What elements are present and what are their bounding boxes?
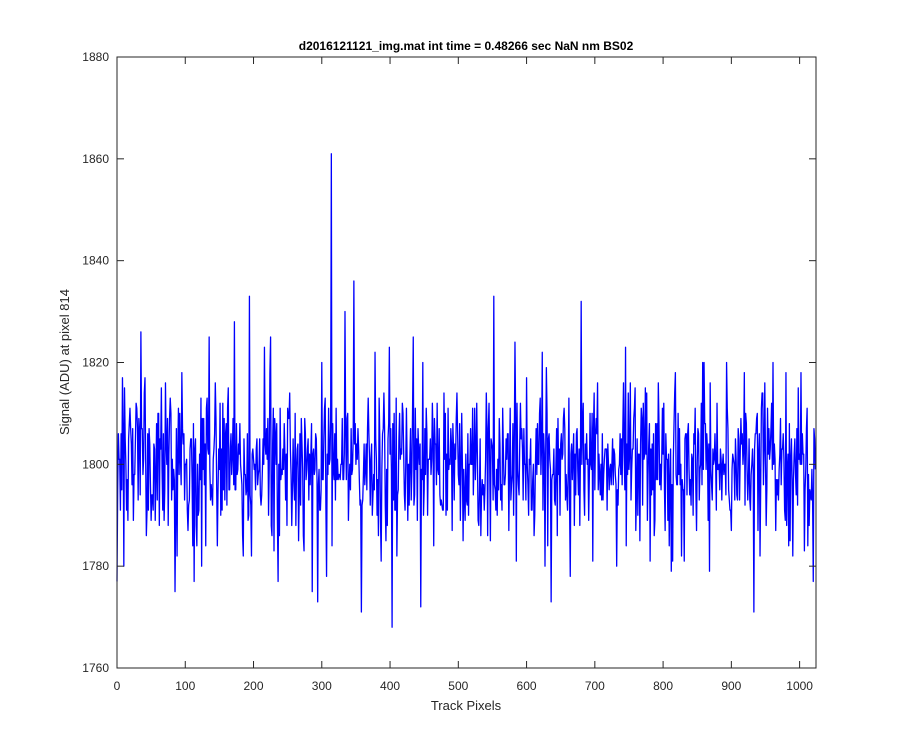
axes-group: 0 100 200 300 400 500 600 700 800 900 1000 1760 1780…: [82, 50, 817, 693]
y-tick-label: 1820: [82, 356, 109, 370]
y-axis-label: Signal (ADU) at pixel 814: [57, 289, 72, 435]
x-tick-label: 500: [448, 679, 468, 693]
x-tick-label: 0: [114, 679, 121, 693]
y-tick-label: 1800: [82, 457, 109, 471]
x-tick-label: 600: [517, 679, 537, 693]
x-tick-label: 100: [175, 679, 195, 693]
x-axis-label: Track Pixels: [431, 698, 502, 713]
x-tick-label: 200: [244, 679, 264, 693]
y-tick-label: 1880: [82, 50, 109, 64]
x-tick-label: 800: [653, 679, 673, 693]
plot-background: [117, 57, 816, 668]
series-group: [116, 153, 816, 628]
x-tick-label: 1000: [786, 679, 813, 693]
chart-title: d2016121121_img.mat int time = 0.48266 s…: [299, 39, 634, 53]
x-tick-label: 700: [585, 679, 605, 693]
x-tick-label: 900: [721, 679, 741, 693]
x-tick-label: 300: [312, 679, 332, 693]
y-tick-label: 1860: [82, 152, 109, 166]
y-tick-label: 1840: [82, 254, 109, 268]
series-line-signal: [116, 153, 816, 628]
x-tick-label: 400: [380, 679, 400, 693]
y-tick-label: 1780: [82, 559, 109, 573]
y-tick-label: 1760: [82, 661, 109, 675]
